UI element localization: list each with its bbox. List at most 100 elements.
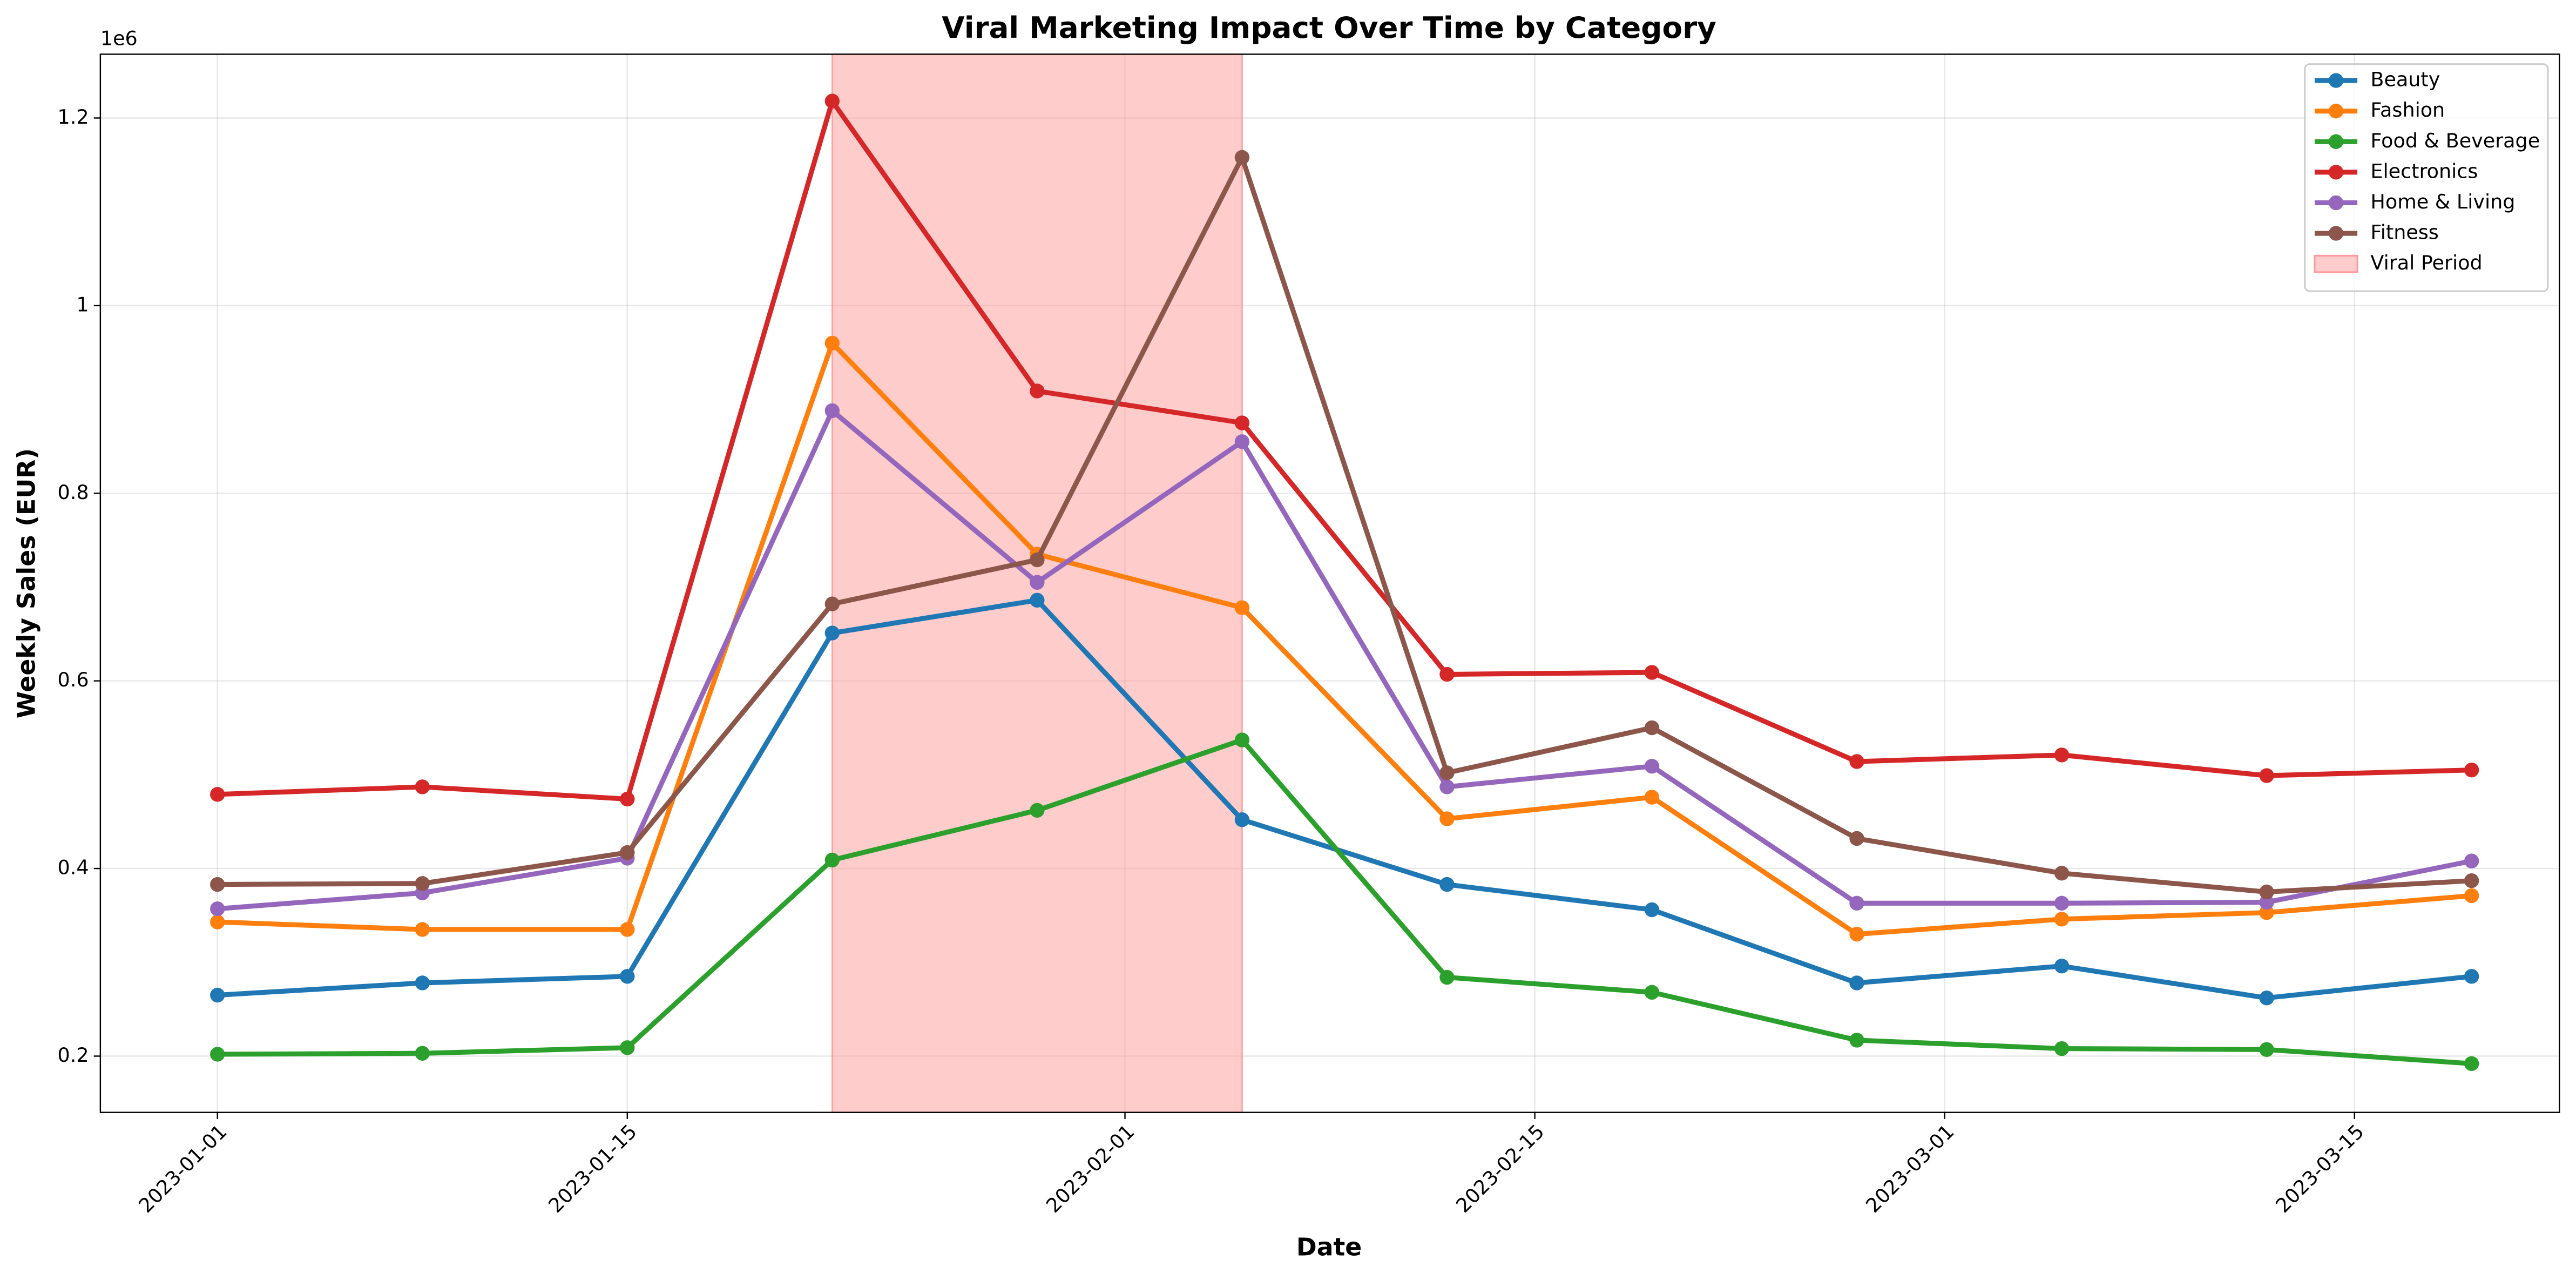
series-marker (620, 845, 635, 860)
series-line (215, 408, 2474, 912)
legend-text: Fashion (2370, 98, 2445, 122)
series-marker (2054, 1041, 2070, 1056)
series-marker (1849, 975, 1864, 991)
series-marker (2259, 894, 2274, 910)
series-marker (2464, 1056, 2479, 1072)
series-marker (1030, 552, 1045, 568)
series-marker (210, 914, 225, 929)
series-marker (2054, 866, 2070, 881)
series-marker (2464, 888, 2479, 904)
series-marker (1644, 790, 1660, 805)
series-marker (1849, 895, 1864, 911)
series-marker (2464, 969, 2479, 984)
series-marker (1644, 902, 1660, 918)
y-axis-label: Weekly Sales (EUR) (12, 448, 41, 719)
legend-text: Food & Beverage (2370, 129, 2540, 152)
legend-marker (2328, 73, 2344, 88)
series-marker (2259, 905, 2274, 920)
series-marker (1234, 434, 1250, 449)
legend-marker (2328, 134, 2344, 149)
x-axis-label: Date (1296, 1233, 1362, 1262)
series-marker (210, 1047, 225, 1062)
series-marker (1439, 969, 1455, 985)
series-marker (210, 877, 225, 892)
series-marker (1439, 765, 1455, 780)
y-tick-label: 0.8 (58, 481, 89, 504)
y-tick-label: 1.2 (58, 105, 89, 129)
series-marker (1234, 150, 1250, 165)
series-line (215, 98, 2474, 802)
y-tick-label: 1 (76, 293, 89, 316)
legend-box (2304, 63, 2549, 292)
y-offset-label: 1e6 (100, 27, 138, 50)
series-marker (415, 779, 430, 794)
series-line (215, 154, 2474, 895)
series-marker (1849, 926, 1864, 942)
series-marker (210, 901, 225, 917)
series-line (215, 597, 2474, 1001)
series-marker (2464, 853, 2479, 868)
series-marker (210, 987, 225, 1003)
series-marker (1439, 811, 1455, 826)
legend-marker (2328, 165, 2344, 180)
chart-title: Viral Marketing Impact Over Time by Cate… (942, 10, 1716, 45)
series-marker (415, 975, 430, 991)
series-marker (2464, 763, 2479, 778)
legend-text: Electronics (2370, 159, 2478, 183)
series-marker (1644, 985, 1660, 1000)
series-marker (415, 922, 430, 937)
series-marker (620, 922, 635, 937)
series-marker (2054, 895, 2070, 911)
series-marker (1644, 665, 1660, 680)
plot-frame (99, 53, 2560, 1113)
series-marker (2259, 991, 2274, 1006)
series-marker (2054, 912, 2070, 927)
legend-marker (2328, 195, 2344, 211)
series-marker (1644, 759, 1660, 774)
legend-marker (2328, 103, 2344, 119)
series-marker (1644, 720, 1660, 736)
series-marker (2464, 873, 2479, 888)
series-marker (1030, 592, 1045, 608)
y-tick-label: 0.4 (58, 856, 89, 879)
series-marker (620, 969, 635, 984)
series-marker (1439, 779, 1455, 794)
series-marker (1030, 803, 1045, 818)
series-marker (2259, 884, 2274, 900)
legend-text: Beauty (2370, 68, 2440, 91)
series-marker (1849, 754, 1864, 769)
series-marker (210, 787, 225, 802)
series-marker (824, 403, 840, 419)
series-marker (2054, 747, 2070, 763)
series-marker (2259, 1042, 2274, 1057)
series-marker (620, 791, 635, 807)
series-line (215, 340, 2474, 937)
legend-marker (2328, 226, 2344, 241)
legend-text: Home & Living (2370, 190, 2515, 213)
series-marker (824, 93, 840, 109)
series-marker (620, 1040, 635, 1055)
legend-text: Viral Period (2370, 251, 2482, 274)
series-line (215, 737, 2474, 1066)
series-marker (1234, 415, 1250, 430)
series-marker (2259, 768, 2274, 783)
series-marker (1234, 600, 1250, 615)
series-marker (1849, 1033, 1864, 1048)
series-marker (1234, 732, 1250, 747)
y-tick-label: 0.6 (58, 668, 89, 691)
series-marker (415, 1046, 430, 1061)
series-marker (824, 625, 840, 641)
series-marker (1030, 383, 1045, 399)
legend-patch (2314, 254, 2358, 273)
y-tick-label: 0.2 (58, 1043, 89, 1067)
series-marker (1439, 877, 1455, 892)
series-marker (824, 852, 840, 868)
series-marker (1030, 575, 1045, 590)
series-marker (1234, 812, 1250, 827)
series-marker (824, 335, 840, 351)
legend-text: Fitness (2370, 221, 2438, 244)
series-marker (1439, 666, 1455, 682)
series-marker (824, 596, 840, 611)
